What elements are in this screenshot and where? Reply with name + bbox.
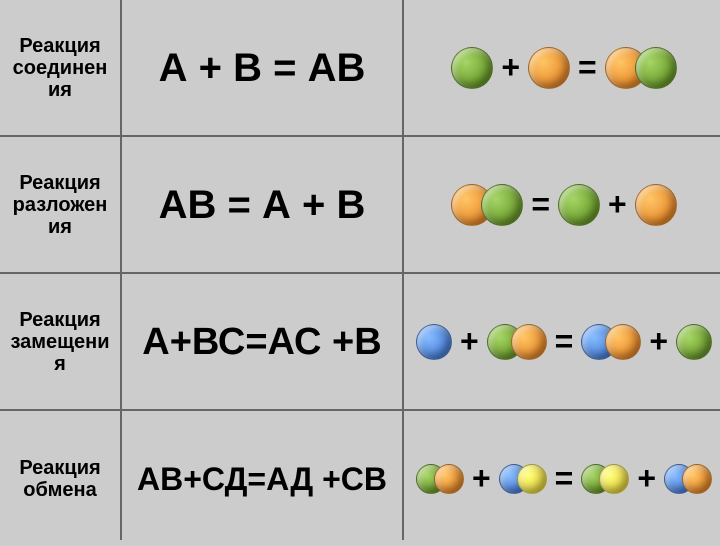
row-equation: АВ+СД=АД +СВ bbox=[122, 411, 402, 546]
row-diagram-3: + = + bbox=[404, 411, 720, 546]
operator: + bbox=[470, 460, 493, 497]
molecule bbox=[664, 464, 712, 494]
molecule bbox=[605, 47, 677, 89]
atom-green bbox=[481, 184, 523, 226]
row-label: Реакция обмена bbox=[0, 411, 120, 546]
operator: = bbox=[553, 460, 576, 497]
operator: + bbox=[458, 323, 481, 360]
atom-green bbox=[676, 324, 712, 360]
atom-orange bbox=[528, 47, 570, 89]
operator: = bbox=[576, 49, 599, 86]
atom-blue bbox=[416, 324, 452, 360]
atom-green bbox=[635, 47, 677, 89]
row-equation: А+ВС=АС +В bbox=[122, 274, 402, 409]
row-diagram-2: + = + bbox=[404, 274, 720, 409]
atom-yellow bbox=[599, 464, 629, 494]
atom-orange bbox=[511, 324, 547, 360]
molecule bbox=[451, 184, 523, 226]
molecule bbox=[581, 324, 641, 360]
molecule bbox=[499, 464, 547, 494]
atom-green bbox=[558, 184, 600, 226]
operator: + bbox=[606, 186, 629, 223]
molecule bbox=[487, 324, 547, 360]
atom-orange bbox=[682, 464, 712, 494]
row-equation: АВ = А + В bbox=[122, 137, 402, 272]
atom-orange bbox=[434, 464, 464, 494]
atom-yellow bbox=[517, 464, 547, 494]
operator: = bbox=[529, 186, 552, 223]
operator: = bbox=[553, 323, 576, 360]
molecule bbox=[581, 464, 629, 494]
row-equation: А + В = АВ bbox=[122, 0, 402, 135]
row-label: Реакция замещени я bbox=[0, 274, 120, 409]
row-diagram-1: =+ bbox=[404, 137, 720, 272]
operator: + bbox=[499, 49, 522, 86]
atom-orange bbox=[605, 324, 641, 360]
row-diagram-0: += bbox=[404, 0, 720, 135]
row-label: Реакция разложен ия bbox=[0, 137, 120, 272]
atom-green bbox=[451, 47, 493, 89]
row-label: Реакция соединен ия bbox=[0, 0, 120, 135]
reaction-types-table: Реакция соединен ия А + В = АВ += Реакци… bbox=[0, 0, 720, 540]
operator: + bbox=[635, 460, 658, 497]
atom-orange bbox=[635, 184, 677, 226]
operator: + bbox=[647, 323, 670, 360]
molecule bbox=[416, 464, 464, 494]
